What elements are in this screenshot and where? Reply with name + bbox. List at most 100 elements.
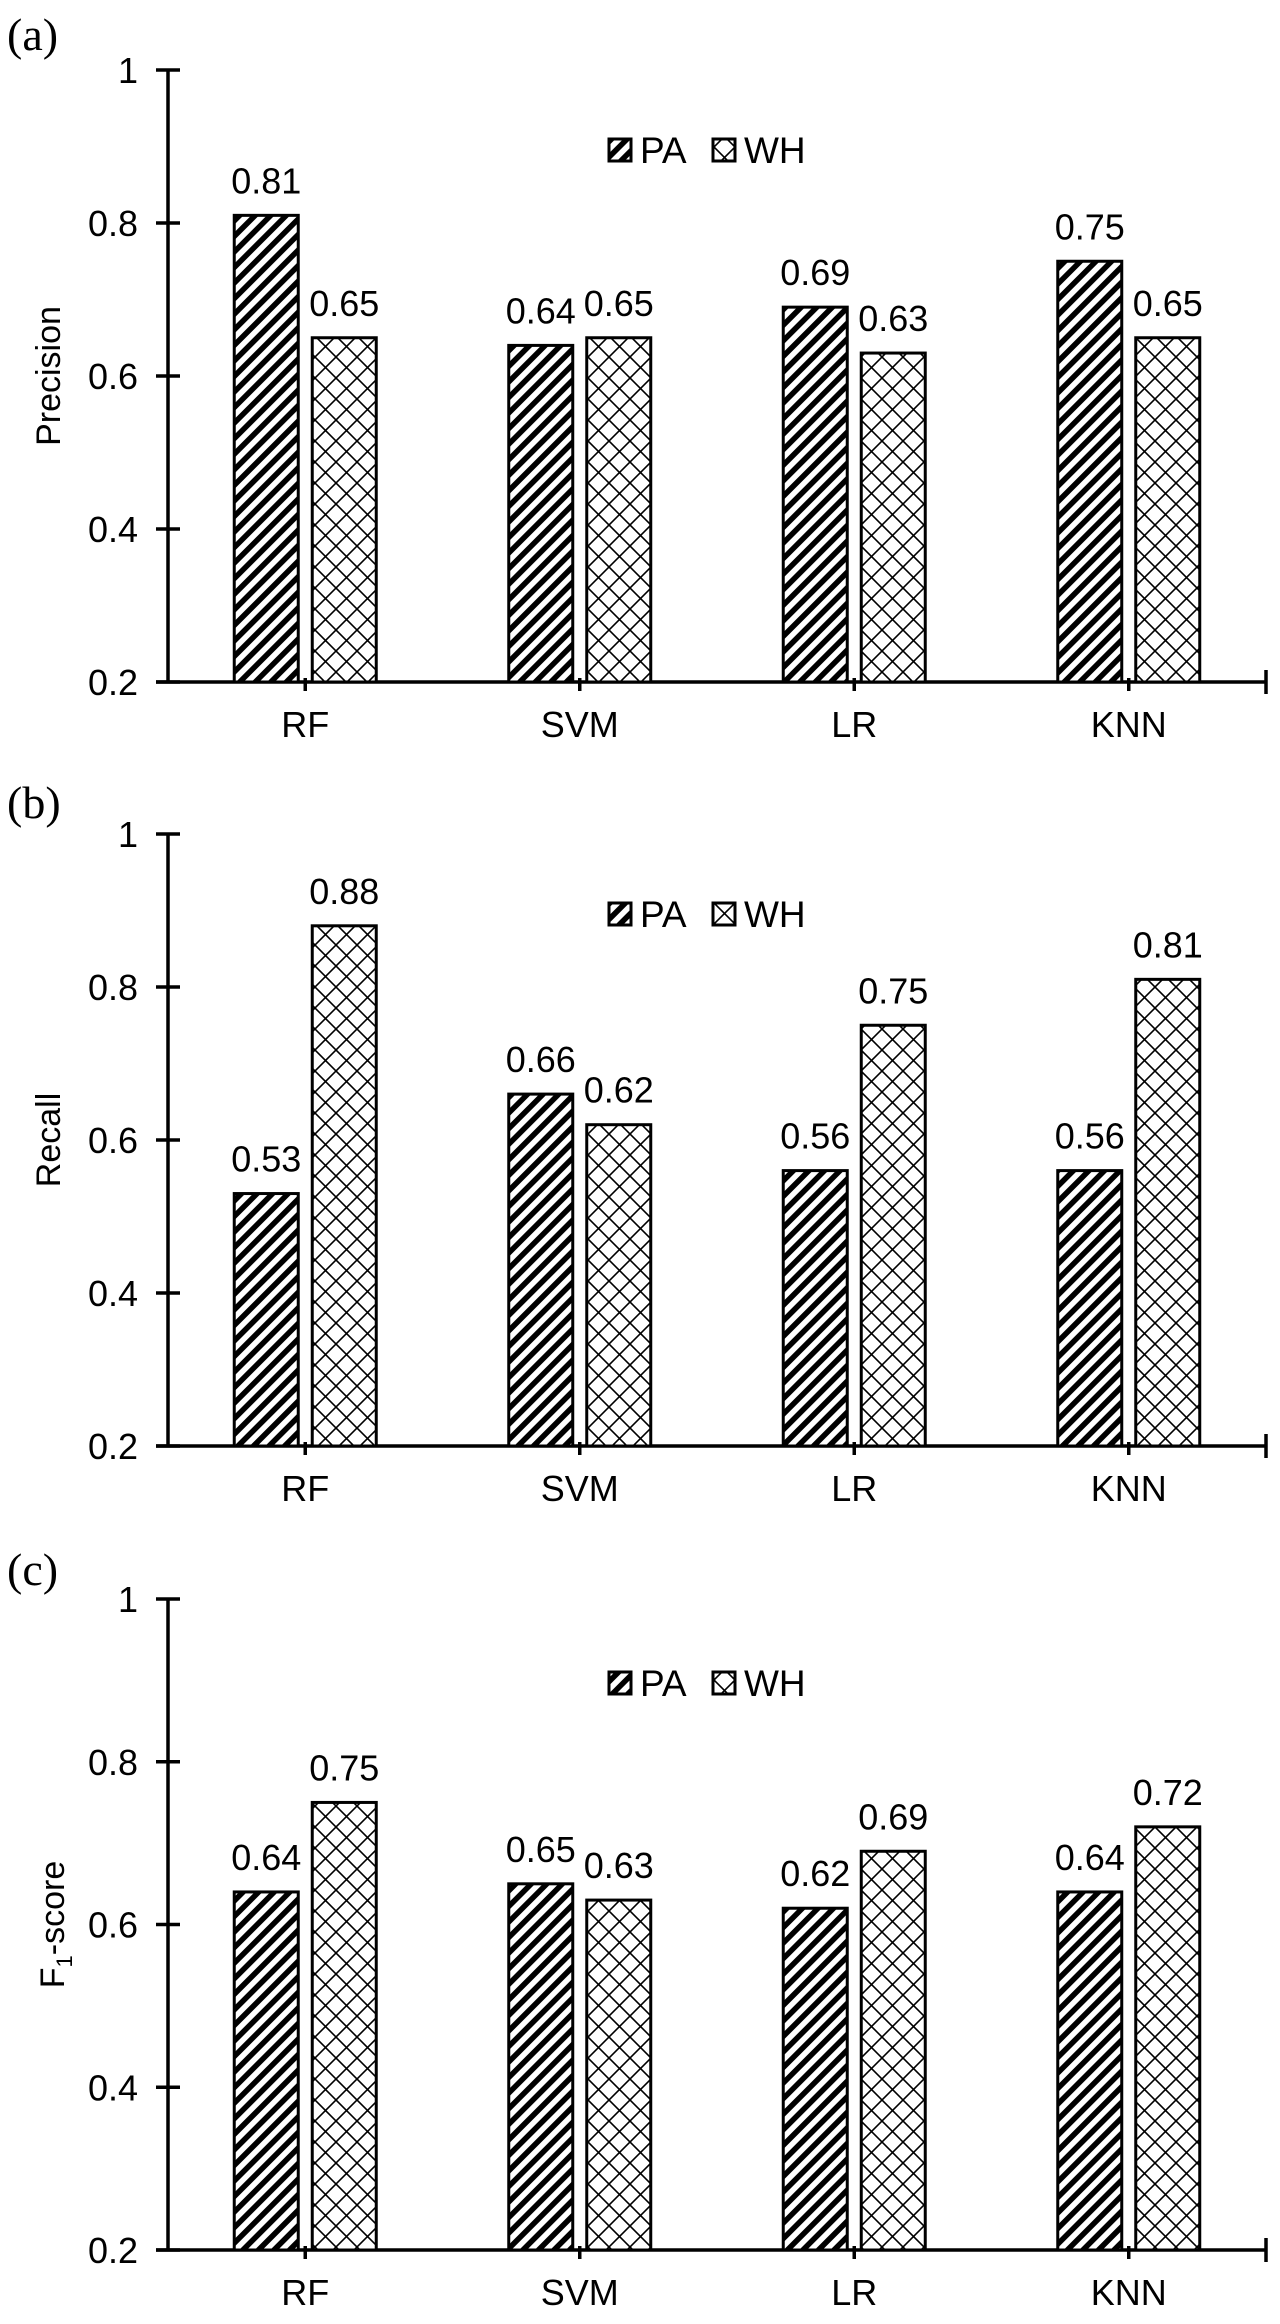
data-label-wh-svm: 0.62 [584,1070,654,1111]
legend-swatch-wh [711,137,737,163]
x-tick-label: SVM [541,2272,619,2313]
chart-panel-a: (a)0.20.40.60.81PrecisionRF0.810.65SVM0.… [7,9,1268,745]
y-axis-label: F1-score [34,1861,77,1989]
y-axis-label-main: F [34,1967,72,1988]
y-tick-label: 0.6 [88,1905,138,1946]
panel-label: (a) [7,9,58,60]
y-axis-label-subscript: 1 [52,1955,77,1967]
bar-pa-knn [1056,1169,1124,1448]
data-label-wh-lr: 0.75 [858,970,928,1011]
data-label-pa-knn: 0.56 [1055,1116,1125,1157]
data-label-pa-knn: 0.75 [1055,206,1125,247]
bar-pa-svm [507,343,575,684]
bar-pa-rf [232,213,300,684]
bar-wh-svm [585,1123,653,1448]
y-axis-label-rest: -score [34,1861,72,1955]
data-label-wh-lr: 0.63 [858,298,928,339]
legend-label-wh: WH [744,1663,806,1704]
y-tick-label: 0.4 [88,509,138,550]
y-tick-label: 0.6 [88,1120,138,1161]
data-label-pa-rf: 0.64 [231,1837,301,1878]
data-label-wh-svm: 0.65 [584,283,654,324]
data-label-pa-svm: 0.65 [506,1829,576,1870]
bar-wh-svm [585,1898,653,2252]
data-label-wh-rf: 0.75 [309,1747,379,1788]
data-label-pa-rf: 0.81 [231,160,301,201]
y-tick-label: 0.2 [88,662,138,703]
legend-label-pa: PA [640,130,687,171]
data-label-pa-lr: 0.69 [780,252,850,293]
legend-label-wh: WH [744,894,806,935]
bar-wh-lr [859,351,927,684]
y-tick-label: 0.4 [88,2067,138,2108]
data-label-wh-rf: 0.65 [309,283,379,324]
bar-wh-knn [1134,1825,1202,2252]
bar-pa-lr [781,1906,849,2252]
data-label-wh-knn: 0.65 [1133,283,1203,324]
y-tick-label: 1 [118,1579,138,1620]
x-tick-label: KNN [1091,704,1167,745]
bar-pa-rf [232,1192,300,1448]
bar-pa-svm [507,1092,575,1448]
bar-wh-lr [859,1849,927,2252]
x-tick-label: LR [831,704,877,745]
legend: PA WH [607,1663,806,1704]
x-tick-label: LR [831,2272,877,2313]
data-label-pa-svm: 0.64 [506,290,576,331]
chart-panel-b: (b)0.20.40.60.81RecallRF0.530.88SVM0.660… [7,777,1268,1509]
bar-pa-knn [1056,1890,1124,2252]
legend: PA WH [607,894,806,935]
y-axis-label: Precision [30,306,68,446]
data-label-pa-knn: 0.64 [1055,1837,1125,1878]
y-tick-label: 0.4 [88,1273,138,1314]
bar-wh-knn [1134,336,1202,684]
legend-label-pa: PA [640,1663,687,1704]
y-axis-label: Recall [30,1093,68,1187]
bar-wh-rf [310,924,378,1448]
y-tick-label: 0.6 [88,356,138,397]
legend-swatch-wh [711,901,737,927]
legend-swatch-pa [607,901,633,927]
x-tick-label: KNN [1091,2272,1167,2313]
x-tick-label: LR [831,1468,877,1509]
chart-panel-c: (c)0.20.40.60.81F1-scoreRF0.640.75SVM0.6… [7,1544,1268,2313]
bar-pa-lr [781,1169,849,1448]
y-tick-label: 1 [118,50,138,91]
legend-label-wh: WH [744,130,806,171]
data-label-wh-knn: 0.81 [1133,924,1203,965]
y-tick-label: 0.8 [88,967,138,1008]
bar-pa-svm [507,1882,575,2252]
data-label-pa-lr: 0.56 [780,1116,850,1157]
bar-pa-rf [232,1890,300,2252]
y-tick-label: 0.8 [88,1742,138,1783]
x-tick-label: SVM [541,1468,619,1509]
data-label-wh-lr: 0.69 [858,1796,928,1837]
y-tick-label: 0.8 [88,203,138,244]
data-label-pa-rf: 0.53 [231,1139,301,1180]
legend-label-pa: PA [640,894,687,935]
legend-swatch-wh [711,1670,737,1696]
y-tick-label: 1 [118,814,138,855]
x-tick-label: RF [281,1468,329,1509]
legend-swatch-pa [607,1670,633,1696]
data-label-pa-svm: 0.66 [506,1039,576,1080]
data-label-wh-knn: 0.72 [1133,1772,1203,1813]
legend: PA WH [607,130,806,171]
bar-wh-rf [310,336,378,684]
bar-wh-svm [585,336,653,684]
bar-wh-knn [1134,977,1202,1448]
data-label-pa-lr: 0.62 [780,1853,850,1894]
data-label-wh-rf: 0.88 [309,871,379,912]
x-tick-label: KNN [1091,1468,1167,1509]
x-tick-label: SVM [541,704,619,745]
bar-pa-knn [1056,259,1124,684]
panel-label: (b) [7,777,61,828]
x-tick-label: RF [281,2272,329,2313]
legend-swatch-pa [607,137,633,163]
panel-label: (c) [7,1544,58,1595]
bar-wh-lr [859,1023,927,1448]
bar-wh-rf [310,1800,378,2252]
y-tick-label: 0.2 [88,1426,138,1467]
x-tick-label: RF [281,704,329,745]
